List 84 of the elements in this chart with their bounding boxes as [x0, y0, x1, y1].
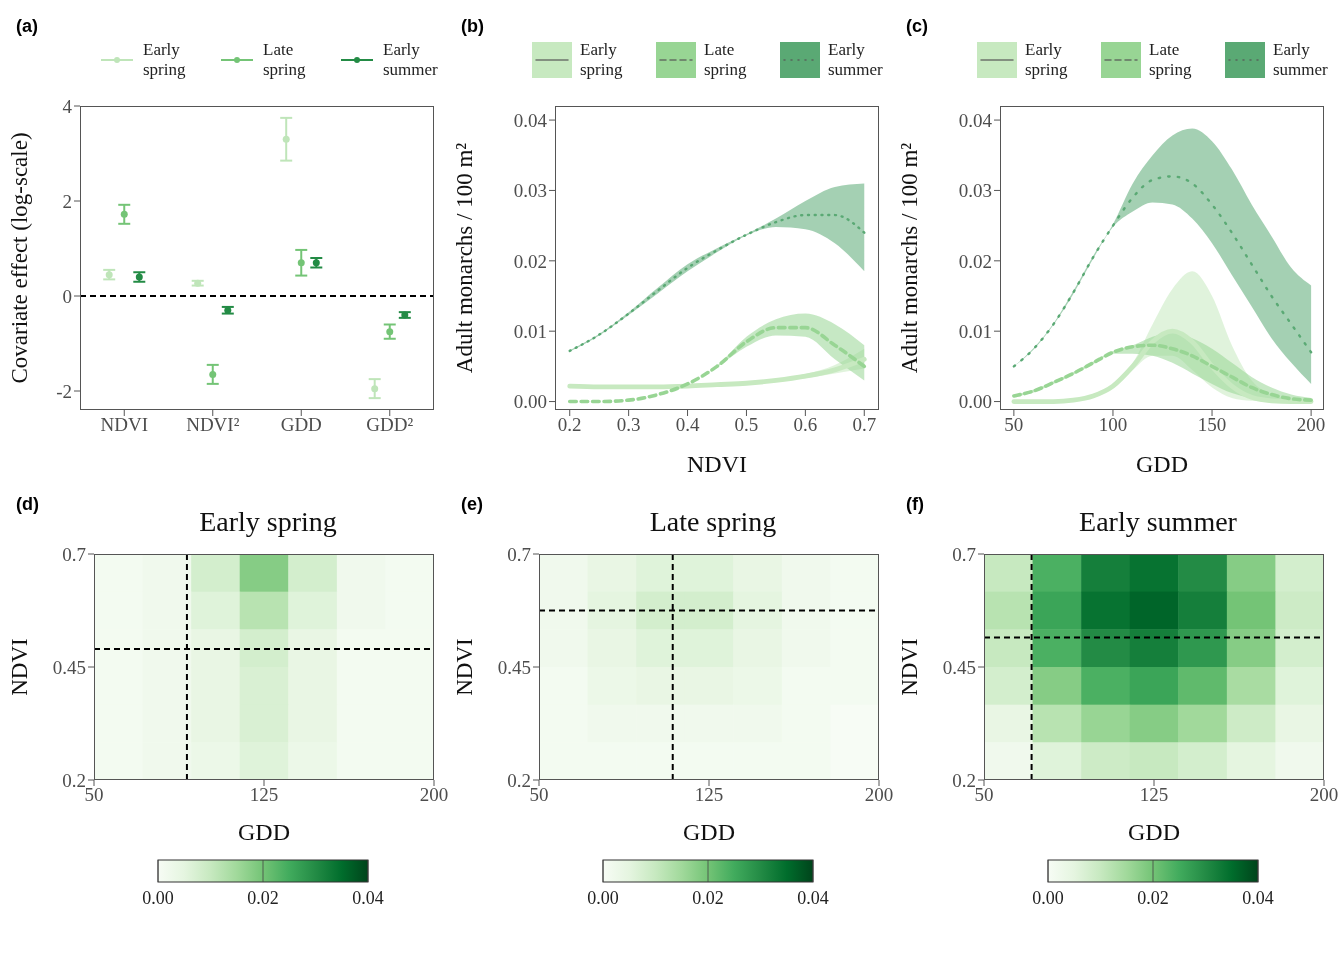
x-tick-label: 200: [1296, 414, 1326, 436]
y-tick-label: 0.00: [513, 391, 547, 413]
text: (f): [906, 494, 924, 515]
x-tick-label: GDD: [280, 414, 322, 436]
legend-label: Late spring: [1149, 40, 1193, 80]
legend-label: Early summer: [828, 40, 884, 80]
y-tick-label: 0.7: [62, 543, 86, 565]
x-axis-title: GDD: [1136, 451, 1188, 477]
x-axis-title: GDD: [238, 819, 290, 845]
x-tick-label: 125: [694, 784, 724, 806]
y-axis-title: Adult monarchs / 100 m²: [452, 142, 478, 374]
y-tick-label: 0.04: [958, 109, 993, 131]
x-tick-label: 125: [1139, 784, 1169, 806]
y-tick-label: 0.03: [513, 180, 547, 202]
chart-title: Late spring: [649, 506, 777, 537]
x-tick-label: NDVI²: [186, 414, 240, 436]
x-axis-title: GDD: [683, 819, 735, 845]
color-bar-label: 0.04: [352, 888, 384, 908]
text: (e): [461, 494, 483, 515]
legend-label: Early spring: [580, 40, 624, 80]
legend-label: Early spring: [1025, 40, 1069, 80]
y-tick-label: 2: [62, 190, 72, 212]
y-tick-label: 0.03: [958, 180, 992, 202]
x-tick-label: 200: [864, 784, 894, 806]
x-tick-label: 50: [1004, 414, 1024, 436]
color-bar-label: 0.02: [692, 888, 724, 908]
text: (b): [461, 16, 484, 37]
x-tick-label: GDD²: [366, 414, 414, 436]
x-axis-title: NDVI: [687, 451, 747, 477]
y-tick-label: 0.01: [958, 320, 992, 342]
y-axis-title: Covariate effect (log-scale): [7, 132, 33, 384]
color-bar-label: 0.04: [797, 888, 829, 908]
text: (d): [16, 494, 39, 515]
y-axis-title: NDVI: [7, 638, 33, 696]
color-bar-label: 0.00: [142, 888, 174, 908]
y-tick-label: 0.7: [952, 543, 976, 565]
x-tick-label: 0.4: [675, 414, 700, 436]
text: (a): [16, 16, 38, 37]
legend-label: Early summer: [1273, 40, 1329, 80]
color-bar-label: 0.00: [1032, 888, 1064, 908]
color-bar-label: 0.02: [1137, 888, 1169, 908]
y-tick-label: 0: [62, 285, 72, 307]
x-tick-label: NDVI: [100, 414, 148, 436]
x-tick-label: 0.2: [557, 414, 582, 436]
y-axis-title: NDVI: [452, 638, 478, 696]
y-tick-label: 0.00: [958, 391, 992, 413]
y-tick-label: 0.45: [52, 656, 86, 678]
y-tick-label: 0.2: [952, 769, 976, 791]
y-tick-label: 0.2: [62, 769, 86, 791]
y-tick-label: 0.2: [507, 769, 531, 791]
x-tick-label: 100: [1098, 414, 1128, 436]
color-bar-label: 0.04: [1242, 888, 1274, 908]
color-bar-label: 0.02: [247, 888, 279, 908]
x-tick-label: 0.3: [616, 414, 641, 436]
chart-title: Early spring: [199, 506, 337, 537]
x-tick-label: 0.7: [852, 414, 877, 436]
legend-label: Early summer: [383, 40, 439, 80]
y-axis-title: NDVI: [897, 638, 923, 696]
y-tick-label: 0.01: [513, 320, 547, 342]
text: (c): [906, 16, 928, 37]
y-tick-label: -2: [56, 380, 72, 402]
x-tick-label: 50: [529, 784, 549, 806]
x-tick-label: 50: [974, 784, 994, 806]
y-axis-title: Adult monarchs / 100 m²: [897, 142, 923, 374]
x-tick-label: 0.5: [734, 414, 759, 436]
y-tick-label: 0.45: [942, 656, 976, 678]
color-bar-label: 0.00: [587, 888, 619, 908]
x-tick-label: 50: [84, 784, 104, 806]
x-tick-label: 0.6: [793, 414, 818, 436]
chart-title: Early summer: [1079, 506, 1237, 537]
y-tick-label: 0.45: [497, 656, 531, 678]
x-tick-label: 150: [1197, 414, 1227, 436]
y-tick-label: 0.7: [507, 543, 531, 565]
y-tick-label: 0.02: [958, 250, 992, 272]
y-tick-label: 0.04: [513, 109, 548, 131]
x-tick-label: 200: [419, 784, 449, 806]
y-tick-label: 4: [62, 95, 73, 117]
x-axis-title: GDD: [1128, 819, 1180, 845]
legend-label: Late spring: [704, 40, 748, 80]
legend-label: Early spring: [143, 40, 187, 80]
x-tick-label: 200: [1309, 784, 1338, 806]
legend-label: Late spring: [263, 40, 307, 80]
y-tick-label: 0.02: [513, 250, 547, 272]
x-tick-label: 125: [249, 784, 279, 806]
